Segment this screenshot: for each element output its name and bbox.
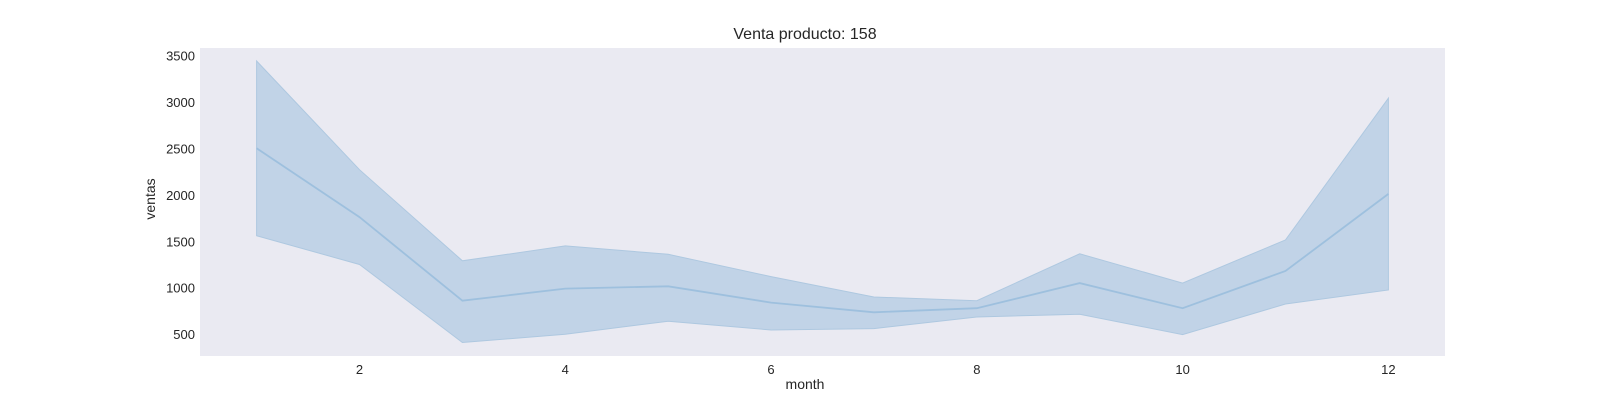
x-tick-label: 12: [1381, 362, 1395, 377]
y-tick-label: 2500: [166, 141, 195, 156]
y-tick-label: 500: [173, 327, 195, 342]
y-tick-label: 1500: [166, 234, 195, 249]
x-tick-label: 10: [1175, 362, 1189, 377]
y-tick-label: 1000: [166, 281, 195, 296]
x-tick-label: 8: [973, 362, 980, 377]
x-tick-label: 4: [562, 362, 569, 377]
y-tick-label: 3500: [166, 48, 195, 63]
chart-title: Venta producto: 158: [733, 26, 876, 43]
x-tick-label: 6: [767, 362, 774, 377]
y-axis-label: ventas: [142, 178, 158, 219]
series-line: [256, 147, 1389, 314]
confidence-band: [256, 59, 1389, 344]
x-tick-label: 2: [356, 362, 363, 377]
y-tick-label: 3000: [166, 95, 195, 110]
y-tick-label: 2000: [166, 188, 195, 203]
x-axis-label: month: [786, 376, 825, 392]
